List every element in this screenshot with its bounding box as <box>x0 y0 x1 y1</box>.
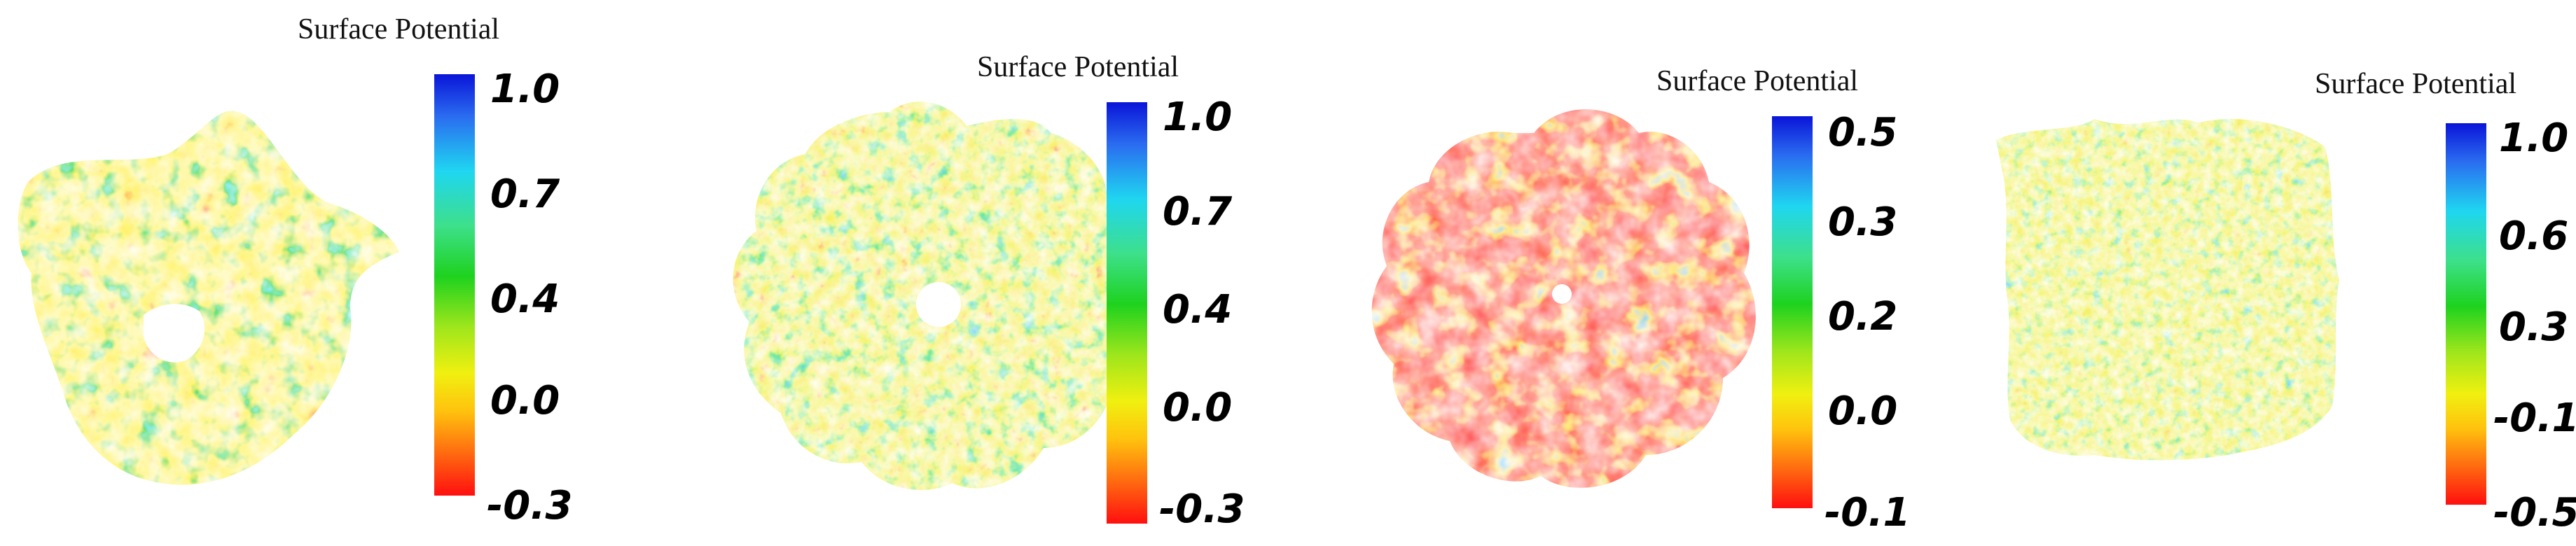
colorbar-tick: 0.7 <box>1163 189 1233 234</box>
colorbar-tick-max: 1.0 <box>2499 115 2569 161</box>
colorbar-tick-max: 1.0 <box>1163 94 1233 140</box>
central-pore <box>916 282 961 327</box>
colorbar-title: Surface Potential <box>2315 68 2517 100</box>
colorbar-tick-max: 0.5 <box>1828 110 1898 155</box>
central-pore <box>1552 284 1572 304</box>
colorbar-tick-max: 1.0 <box>490 66 560 112</box>
colorbar-tick: 0.4 <box>490 276 560 322</box>
colorbar-tick: 0.0 <box>1163 385 1233 430</box>
colorbar-tick-min: -0.3 <box>1159 486 1245 532</box>
colorbar-title: Surface Potential <box>1656 65 1859 97</box>
molecular-surface-3 <box>1371 109 1756 488</box>
molecular-surface-4 <box>1996 118 2339 461</box>
panel-1: Surface Potential 1.0 0.7 0.4 0.0 -0.3 <box>0 0 644 546</box>
molecular-surface-2 <box>733 102 1142 490</box>
colorbar-tick: 0.0 <box>490 378 560 424</box>
colorbar <box>1772 116 1813 508</box>
colorbar <box>2446 123 2486 505</box>
colorbar-tick-min: -0.5 <box>2493 490 2576 536</box>
central-pore <box>144 304 205 363</box>
colorbar-tick: 0.3 <box>1828 200 1898 245</box>
colorbar-tick-min: -0.3 <box>487 483 573 528</box>
molecular-surface-1 <box>18 111 399 485</box>
colorbar-tick-min: -0.1 <box>1824 490 1911 536</box>
colorbar <box>434 74 475 496</box>
colorbar-tick: -0.1 <box>2493 396 2576 441</box>
panel-2: Surface Potential 1.0 0.7 0.4 0.0 -0.3 <box>644 0 1289 546</box>
colorbar-tick: 0.6 <box>2499 214 2569 259</box>
colorbar-tick: 0.7 <box>490 172 560 217</box>
colorbar-tick: 0.2 <box>1828 294 1898 340</box>
panel-4: Surface Potential 1.0 0.6 0.3 -0.1 -0.5 <box>1933 0 2576 546</box>
colorbar <box>1107 102 1147 524</box>
colorbar-title: Surface Potential <box>977 51 1179 83</box>
panel-3: Surface Potential 0.5 0.3 0.2 0.0 -0.1 <box>1289 0 1933 546</box>
colorbar-title: Surface Potential <box>298 13 500 46</box>
colorbar-tick: 0.3 <box>2499 304 2569 350</box>
colorbar-tick: 0.4 <box>1163 287 1233 332</box>
colorbar-tick: 0.0 <box>1828 388 1898 434</box>
